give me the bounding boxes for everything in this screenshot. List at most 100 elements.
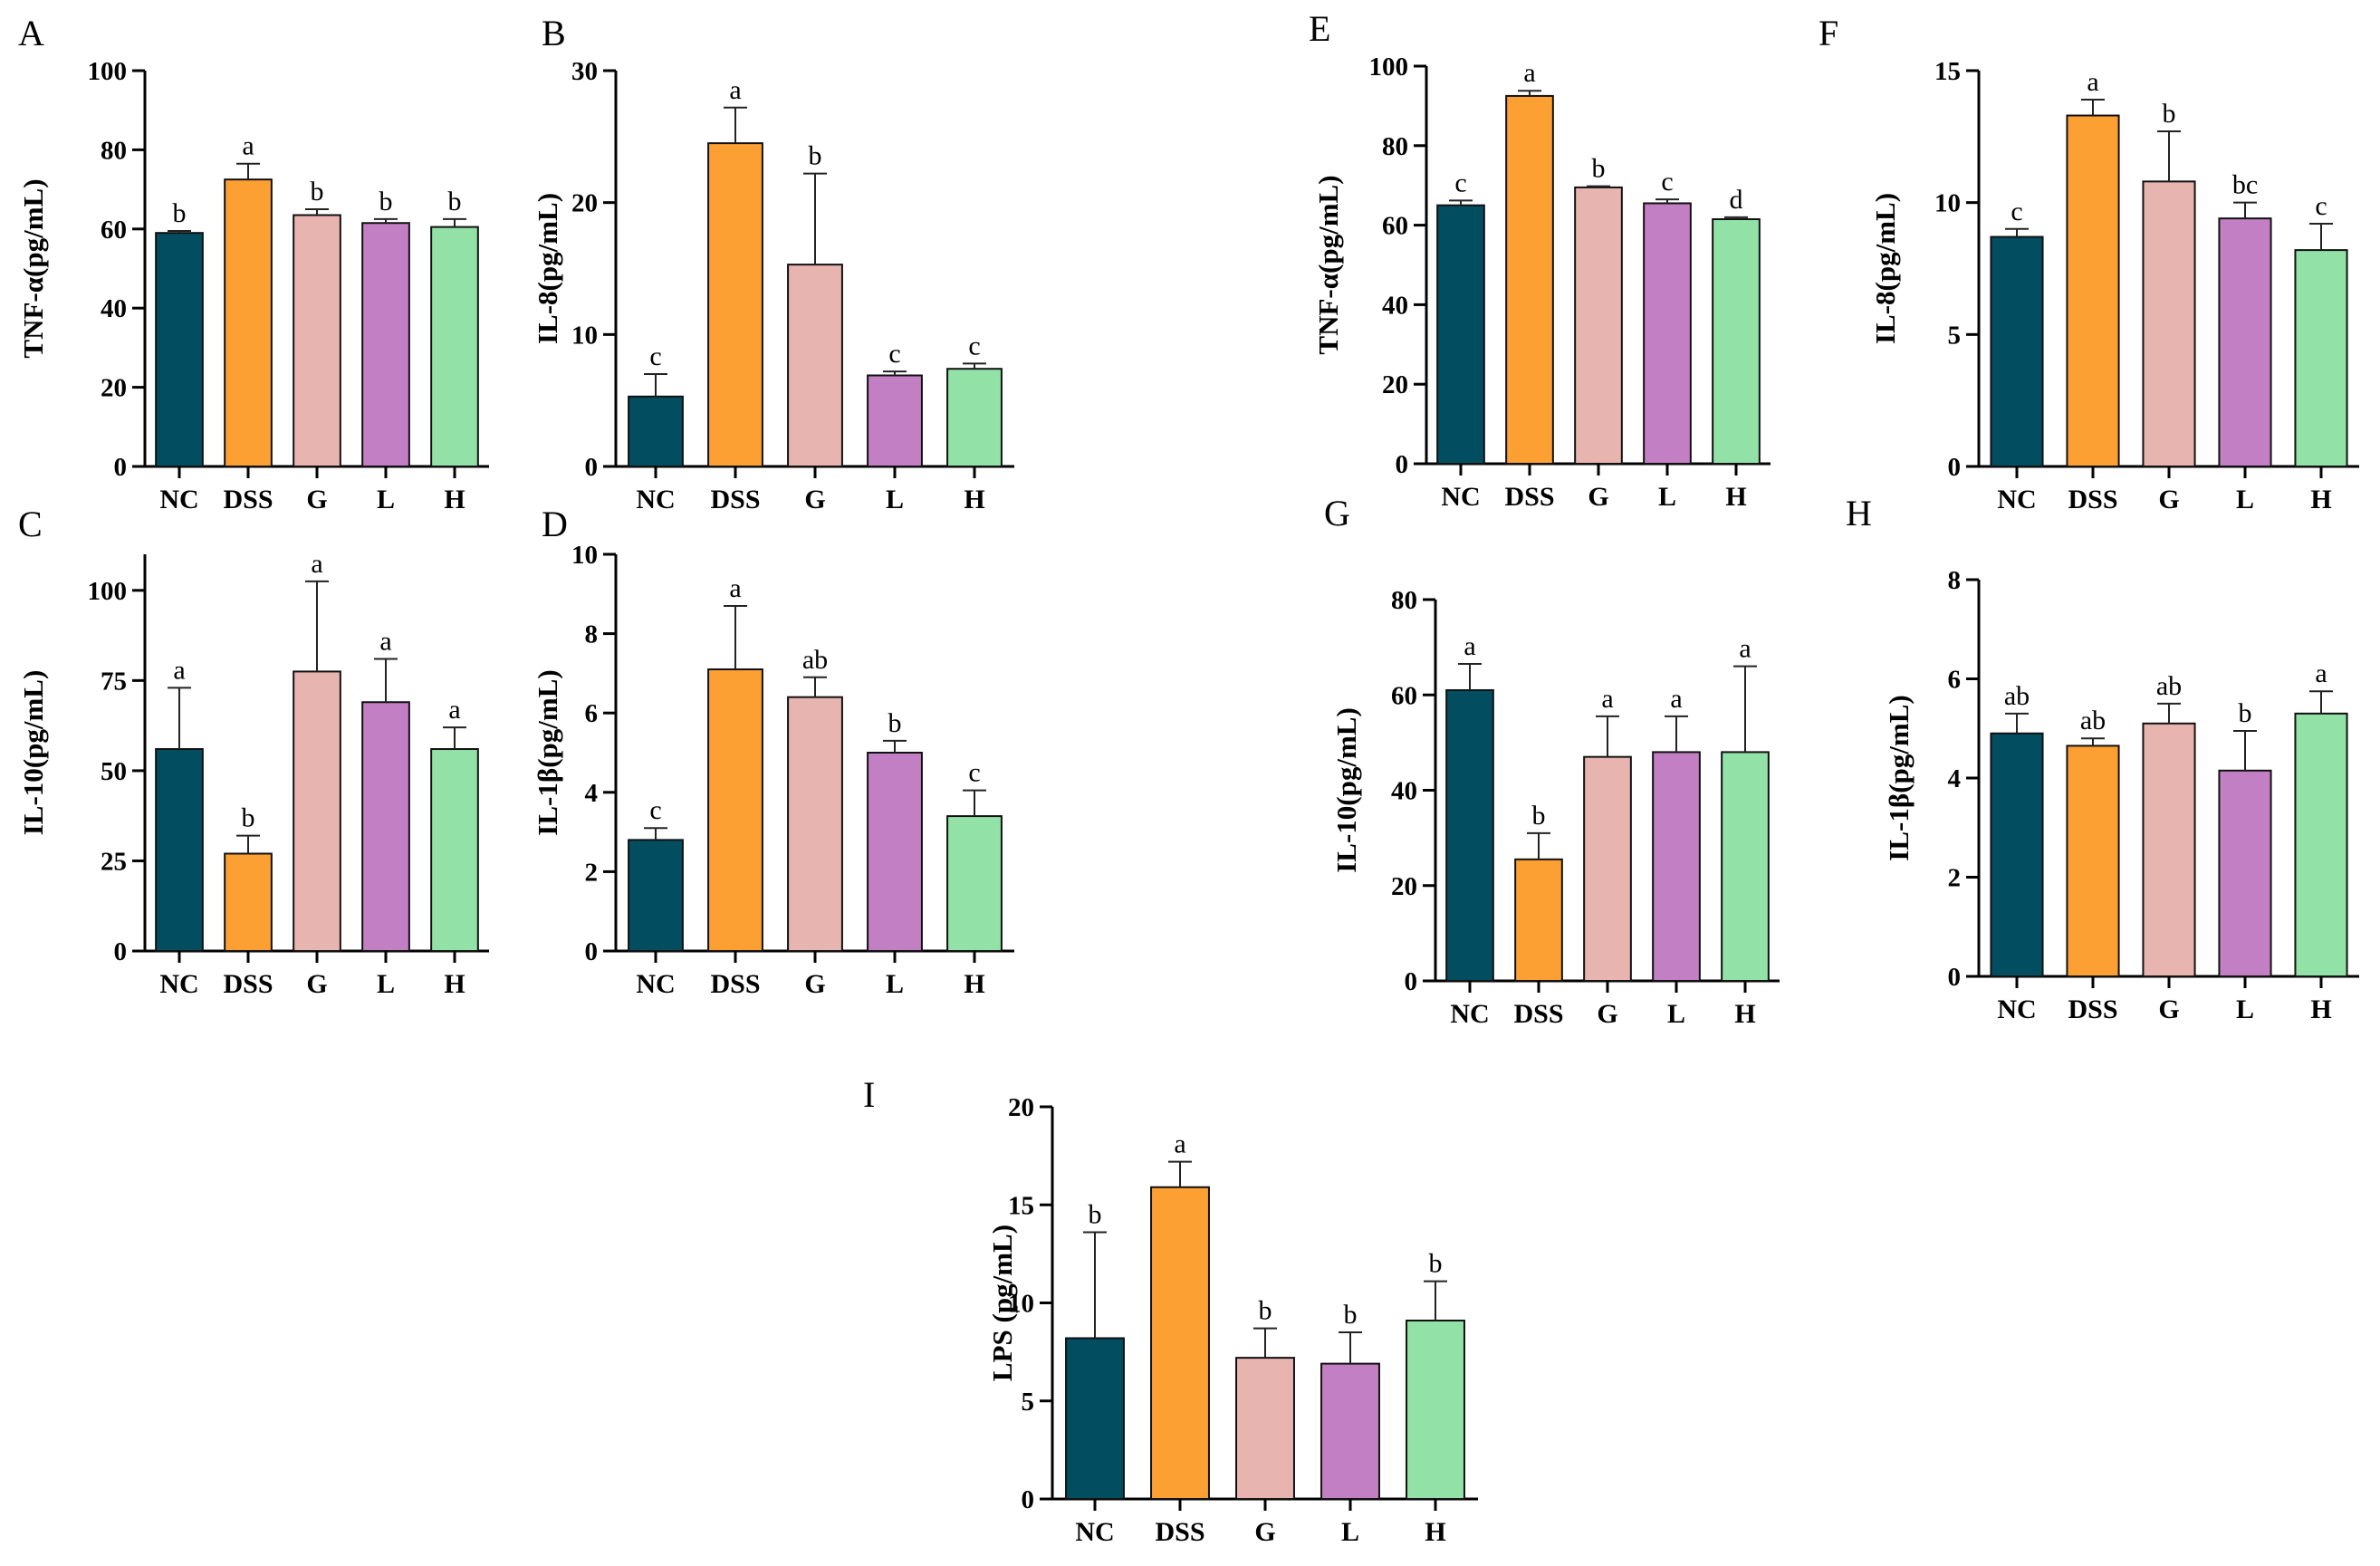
y-tick-label: 6 [585,699,599,728]
bar-l [361,701,410,952]
significance-label: b [1089,1200,1102,1230]
y-tick-label: 80 [101,136,127,165]
significance-label: bc [2232,170,2258,200]
significance-label: a [379,626,391,656]
x-tick-label: DSS [223,485,273,514]
y-tick-label: 10 [1008,1290,1034,1319]
significance-label: b [1429,1249,1443,1279]
bar-g [293,214,341,467]
y-tick-label: 0 [1948,963,1962,992]
significance-label: a [1739,634,1751,664]
y-tick-label: 0 [585,937,599,966]
x-tick-label: G [1588,482,1608,512]
significance-label: c [1454,168,1466,197]
significance-label: a [242,131,254,161]
bar-l [361,222,410,467]
panel-a: A 0 20 40 60 80 100 TNF-α(pg/mL) b NC a DSS b Gb Lb H [17,13,489,514]
y-tick-label: 5 [1948,321,1962,350]
y-tick-label: 20 [1382,370,1408,399]
bar-nc [1065,1337,1125,1500]
significance-label: a [729,573,741,603]
bar-h [1712,218,1761,465]
significance-label: a [1174,1129,1185,1159]
significance-label: c [649,341,661,371]
y-tick-label: 80 [1382,132,1408,161]
x-tick-label: L [1658,482,1676,512]
y-tick-label: 15 [1008,1191,1034,1220]
y-tick-label: 25 [101,847,127,876]
y-tick-label: 100 [88,57,128,86]
x-tick-label: G [2158,485,2179,514]
x-tick-label: L [2236,485,2254,514]
x-tick-label: L [886,969,904,999]
bar-l [867,374,923,467]
y-tick-label: 0 [114,937,128,966]
y-tick-label: 75 [101,667,127,696]
significance-label: ab [2156,671,2182,701]
bar-h [2294,249,2348,467]
x-tick-label: DSS [1513,999,1563,1029]
y-tick-label: 20 [101,374,127,403]
bar-g [787,696,843,952]
bar-g [787,264,843,467]
x-tick-label: G [804,969,825,999]
panel-f: F 0 5 10 15 IL-8(pg/mL) c NC a DSS b Gbc Lc H [1819,13,2359,514]
significance-label: a [1601,684,1613,714]
bar-nc [628,395,684,467]
significance-label: b [1259,1296,1272,1326]
significance-label: d [1730,185,1743,215]
significance-label: c [888,339,900,369]
bar-l [867,752,923,952]
x-tick-label: H [1734,999,1755,1029]
y-tick-label: 60 [1382,212,1408,241]
significance-label: b [311,177,324,207]
significance-label: a [2087,67,2098,97]
significance-label: c [1661,167,1673,197]
significance-label: c [2011,197,2022,226]
x-tick-label: G [306,485,327,514]
bar-nc [1436,204,1485,465]
y-tick-label: 10 [571,541,598,570]
x-tick-label: G [804,485,825,514]
x-tick-label: DSS [2068,994,2117,1024]
panel-h: H 0 2 4 6 8 IL-1β(pg/mL) ab NC ab DSS ab Gb La H [1846,493,2359,1024]
panel-letter: B [542,13,566,53]
panel-letter: C [18,504,43,544]
y-tick-label: 60 [1391,681,1417,710]
x-tick-label: DSS [1155,1517,1204,1547]
x-tick-label: H [444,485,465,514]
y-axis-label: IL-10(pg/mL) [17,670,49,836]
significance-label: a [448,695,460,725]
y-tick-label: 15 [1934,57,1961,86]
y-axis-label: IL-8(pg/mL) [532,193,563,344]
y-tick-label: 30 [571,57,598,86]
x-tick-label: NC [636,969,675,999]
y-axis-label: TNF-α(pg/mL) [17,178,49,358]
y-axis-label: LPS (pg/mL) [986,1225,1018,1381]
significance-label: ab [2080,706,2106,735]
x-tick-label: NC [159,969,198,999]
y-tick-label: 0 [585,453,599,482]
y-tick-label: 100 [88,577,128,606]
y-tick-label: 40 [1382,291,1408,320]
significance-label: c [649,795,661,825]
significance-label: b [2163,99,2176,129]
bar-dss [224,178,273,468]
x-tick-label: NC [1997,994,2036,1024]
x-tick-label: H [964,969,984,999]
panel-letter: E [1309,8,1330,49]
significance-label: a [1523,58,1535,88]
y-tick-label: 40 [1391,777,1417,806]
bar-nc [1990,235,2044,468]
y-tick-label: 0 [1948,453,1962,482]
significance-label: b [888,708,902,738]
y-tick-label: 0 [1022,1485,1035,1514]
significance-label: a [311,549,322,579]
bar-l [2218,769,2272,977]
panel-c: C 0 25 50 75 100 IL-10(pg/mL) a NC b DSS a Ga La H [17,504,489,999]
significance-label: b [379,187,393,216]
significance-label: ab [802,645,828,675]
bar-g [1574,186,1623,466]
panel-letter: I [863,1074,875,1115]
x-tick-label: H [1725,482,1746,512]
